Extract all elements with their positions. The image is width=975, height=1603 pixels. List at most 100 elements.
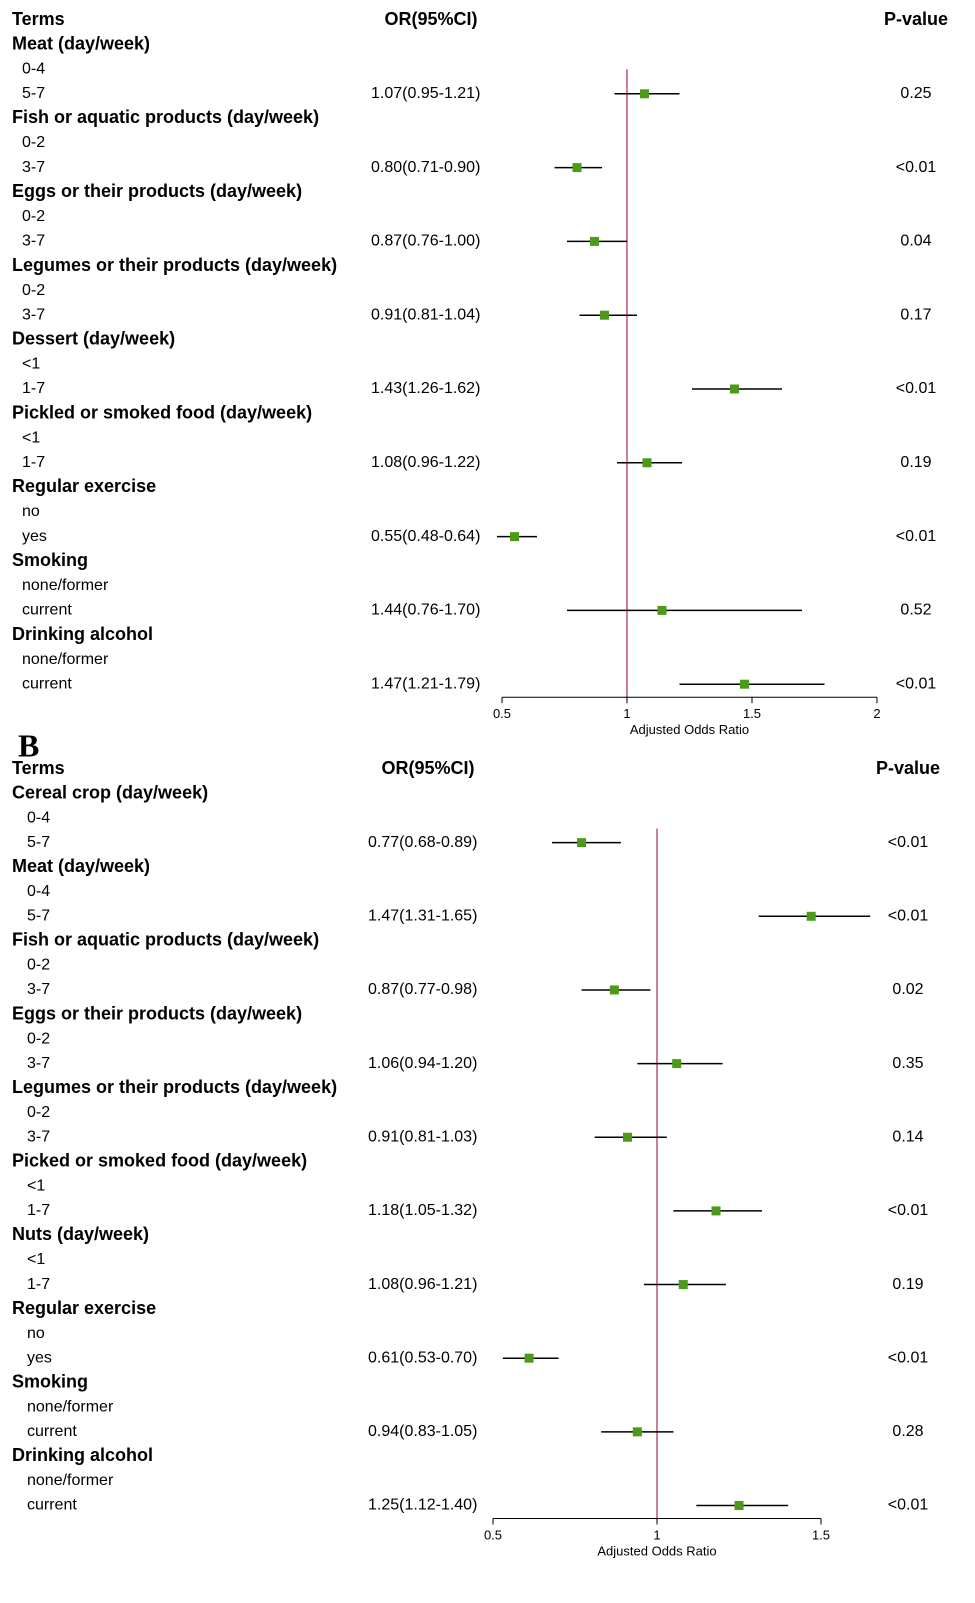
panel2-reference-level-label: 0-4: [27, 883, 50, 900]
panel1-or-marker: [657, 605, 667, 615]
panel1-or-ci-value: 1.44(0.76-1.70): [371, 602, 480, 619]
panel2-header-p: P-value: [876, 758, 940, 778]
panel2-level-label: 5-7: [27, 908, 50, 925]
panel1-p-value: 0.25: [900, 85, 931, 102]
panel1-group-label: Meat (day/week): [12, 33, 150, 53]
panel1-or-marker: [572, 163, 582, 173]
panel2-group-label: Eggs or their products (day/week): [12, 1003, 302, 1023]
panel2-group-label: Legumes or their products (day/week): [12, 1077, 337, 1097]
panel2-or-ci-value: 1.47(1.31-1.65): [368, 908, 477, 925]
panel1-x-tick-label: 0.5: [493, 706, 511, 721]
panel2-panel-label: B: [18, 727, 39, 763]
panel1-level-label: 1-7: [22, 454, 45, 471]
panel2-or-ci-value: 1.06(0.94-1.20): [368, 1055, 477, 1072]
panel1-reference-level-label: 0-2: [22, 282, 45, 299]
panel1-or-marker: [600, 310, 609, 320]
panel1-group-label: Fish or aquatic products (day/week): [12, 107, 319, 127]
panel2-group-label: Cereal crop (day/week): [12, 782, 208, 802]
panel1-or-marker: [640, 89, 649, 99]
panel1-group-label: Legumes or their products (day/week): [12, 255, 337, 275]
panel1-level-label: 3-7: [22, 233, 45, 250]
panel2-group-label: Meat (day/week): [12, 856, 150, 876]
panel2-p-value: 0.19: [892, 1276, 923, 1293]
panel1-level-label: 5-7: [22, 85, 45, 102]
panel1-level-label: current: [22, 675, 72, 692]
panel2-group-label: Fish or aquatic products (day/week): [12, 930, 319, 950]
panel1-or-marker: [642, 458, 652, 468]
panel1-level-label: yes: [22, 528, 47, 545]
panel2-group-label: Regular exercise: [12, 1298, 156, 1318]
panel2-or-marker: [711, 1206, 721, 1216]
panel1-p-value: <0.01: [896, 528, 937, 545]
panel2-p-value: 0.28: [892, 1423, 923, 1440]
panel2-reference-level-label: none/former: [27, 1399, 114, 1416]
panel1-group-label: Pickled or smoked food (day/week): [12, 402, 312, 422]
panel1-group-label: Eggs or their products (day/week): [12, 181, 302, 201]
panel2-group-label: Smoking: [12, 1372, 88, 1392]
panel2-or-marker: [806, 911, 816, 921]
panel2-level-label: 3-7: [27, 1055, 50, 1072]
panel1-x-axis-label: Adjusted Odds Ratio: [630, 722, 749, 737]
panel1-or-ci-value: 1.47(1.21-1.79): [371, 675, 480, 692]
panel1-header-terms: Terms: [12, 9, 65, 29]
panel1-reference-level-label: <1: [22, 356, 40, 373]
panel2-or-marker: [632, 1427, 642, 1437]
panel1-header-or: OR(95%CI): [384, 9, 477, 29]
panel1-or-ci-value: 0.91(0.81-1.04): [371, 306, 480, 323]
panel2-x-axis-label: Adjusted Odds Ratio: [597, 1544, 716, 1559]
panel2-group-label: Drinking alcohol: [12, 1445, 153, 1465]
panel2-p-value: <0.01: [888, 1349, 929, 1366]
panel1-header-p: P-value: [884, 9, 948, 29]
panel1-group-label: Dessert (day/week): [12, 329, 175, 349]
panel2-or-ci-value: 0.94(0.83-1.05): [368, 1423, 477, 1440]
panel2-reference-level-label: <1: [27, 1251, 45, 1268]
panel1-reference-level-label: <1: [22, 429, 40, 446]
panel2-level-label: 1-7: [27, 1202, 50, 1219]
panel2-group-label: Nuts (day/week): [12, 1224, 149, 1244]
panel1-reference-level-label: none/former: [22, 577, 109, 594]
panel1-x-tick-label: 1: [623, 706, 630, 721]
panel2-level-label: 1-7: [27, 1276, 50, 1293]
panel1-or-marker: [730, 384, 739, 394]
panel2-or-marker: [672, 1059, 682, 1069]
panel1-group-label: Drinking alcohol: [12, 624, 153, 644]
panel1-p-value: <0.01: [896, 380, 937, 397]
panel2-x-tick-label: 1: [653, 1528, 660, 1543]
panel2-header-terms: Terms: [12, 758, 65, 778]
panel2-or-ci-value: 1.08(0.96-1.21): [368, 1276, 477, 1293]
panel2-p-value: 0.35: [892, 1055, 923, 1072]
panel2-or-ci-value: 0.61(0.53-0.70): [368, 1349, 477, 1366]
panel2-or-ci-value: 0.77(0.68-0.89): [368, 834, 477, 851]
panel2-or-marker: [577, 838, 587, 848]
panel1-x-tick-label: 1.5: [743, 706, 761, 721]
panel1-reference-level-label: 0-4: [22, 60, 45, 77]
panel1-or-ci-value: 0.55(0.48-0.64): [371, 528, 480, 545]
panel2-or-ci-value: 1.18(1.05-1.32): [368, 1202, 477, 1219]
panel2-level-label: yes: [27, 1349, 52, 1366]
panel2-reference-level-label: none/former: [27, 1472, 114, 1489]
panel1-p-value: <0.01: [896, 159, 937, 176]
panel1-p-value: <0.01: [896, 675, 937, 692]
panel1-or-ci-value: 0.80(0.71-0.90): [371, 159, 480, 176]
panel2-x-tick-label: 0.5: [484, 1528, 502, 1543]
panel2-reference-level-label: 0-4: [27, 809, 50, 826]
panel1-p-value: 0.04: [900, 233, 931, 250]
panel2-or-marker: [524, 1353, 534, 1363]
panel1-reference-level-label: no: [22, 503, 40, 520]
panel1-group-label: Regular exercise: [12, 476, 156, 496]
panel2-or-marker: [734, 1501, 744, 1510]
panel1-level-label: 1-7: [22, 380, 45, 397]
panel2-or-marker: [678, 1280, 688, 1290]
panel2-x-tick-label: 1.5: [812, 1528, 830, 1543]
panel2-header-or: OR(95%CI): [381, 758, 474, 778]
panel1-x-tick-label: 2: [873, 706, 880, 721]
panel2-level-label: 5-7: [27, 834, 50, 851]
panel1-reference-level-label: 0-2: [22, 208, 45, 225]
panel2-or-ci-value: 0.91(0.81-1.03): [368, 1128, 477, 1145]
panel2-reference-level-label: 0-2: [27, 1030, 50, 1047]
panel1-level-label: 3-7: [22, 159, 45, 176]
panel2-p-value: <0.01: [888, 1202, 929, 1219]
panel1-p-value: 0.17: [900, 306, 931, 323]
panel1-or-ci-value: 1.08(0.96-1.22): [371, 454, 480, 471]
panel2-p-value: 0.14: [892, 1128, 923, 1145]
